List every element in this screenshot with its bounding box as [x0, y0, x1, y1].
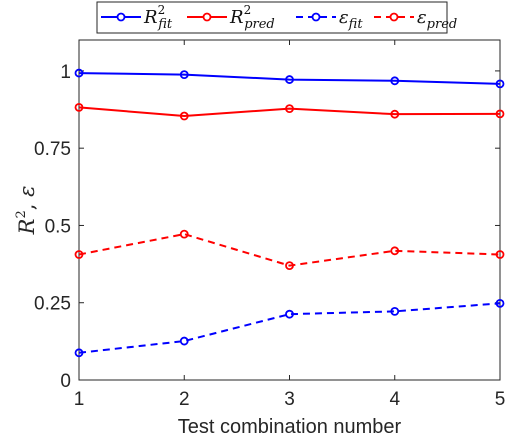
- legend-marker: [116, 12, 126, 22]
- data-point: [285, 75, 294, 84]
- legend-marker: [202, 12, 212, 22]
- x-tick-label: 1: [74, 389, 85, 410]
- data-point: [74, 102, 84, 112]
- legend-marker: [311, 12, 321, 22]
- y-tick-label: 0: [60, 371, 71, 392]
- legend-label: εpred: [417, 7, 457, 32]
- legend-label: R2 pred: [229, 3, 275, 32]
- y-axis: 0 0.25 0.5 0.75 1: [34, 62, 500, 392]
- x-axis: 1 2 3 4 5: [74, 40, 505, 410]
- data-point: [495, 298, 505, 308]
- x-tick-label: 4: [389, 389, 400, 410]
- data-point: [390, 109, 400, 119]
- legend-entry-0: R2 fit: [101, 3, 173, 32]
- series-3: [74, 229, 505, 271]
- series-line: [78, 106, 501, 118]
- series-layer: [74, 68, 505, 358]
- y-tick-label: 0.75: [34, 139, 71, 160]
- legend-entry-1: R2 pred: [187, 3, 275, 32]
- series-1: [74, 102, 505, 121]
- data-point: [179, 336, 189, 346]
- series-line: [78, 72, 501, 85]
- data-point: [285, 309, 294, 319]
- series-line: [78, 233, 501, 267]
- legend-marker: [389, 12, 399, 22]
- x-tick-label: 2: [179, 389, 190, 410]
- data-point: [285, 104, 294, 114]
- data-point: [495, 109, 505, 119]
- data-point: [179, 111, 189, 121]
- data-point: [390, 246, 400, 256]
- data-point: [390, 76, 400, 86]
- series-0: [74, 68, 505, 89]
- data-point: [285, 261, 294, 271]
- data-point: [74, 68, 84, 78]
- data-point: [179, 70, 189, 80]
- data-point: [390, 306, 400, 316]
- x-tick-label: 3: [284, 389, 295, 410]
- x-tick-label: 5: [495, 389, 505, 410]
- data-point: [179, 229, 189, 239]
- svg-text:R2, ε: R2, ε: [14, 186, 39, 236]
- y-tick-label: 0.5: [45, 216, 71, 237]
- data-point: [74, 348, 84, 358]
- data-point: [74, 250, 84, 259]
- legend-entry-2: εfit: [296, 7, 363, 32]
- legend-label: R2 fit: [143, 3, 173, 32]
- x-axis-title: Test combination number: [178, 416, 402, 438]
- plot-area: [78, 39, 501, 381]
- legend: R2 fit R2 pred εfit εpred: [96, 1, 457, 34]
- y-tick-label: 1: [60, 62, 71, 83]
- legend-label: εfit: [339, 7, 363, 32]
- legend-entry-3: εpred: [374, 7, 457, 32]
- y-tick-label: 0.25: [34, 294, 71, 315]
- data-point: [495, 79, 505, 89]
- data-point: [495, 250, 505, 259]
- series-2: [74, 298, 505, 358]
- y-axis-title: R2, ε: [14, 186, 39, 236]
